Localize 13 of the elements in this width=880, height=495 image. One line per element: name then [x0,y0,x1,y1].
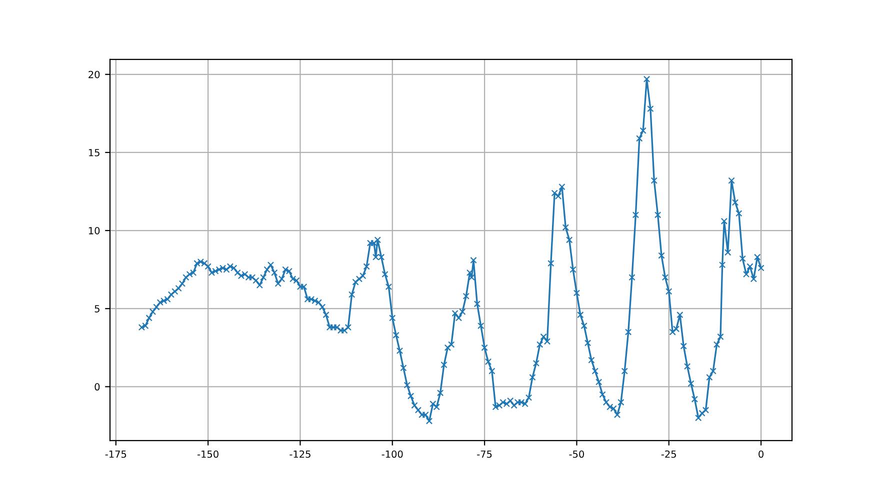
x-tick-label: 0 [758,450,764,458]
x-tick-label: -175 [105,450,126,458]
x-tick-label: -150 [198,450,218,458]
x-tick-label: -25 [661,450,676,458]
x-tick-label: -125 [290,450,310,458]
x-tick-label: -100 [382,450,403,458]
y-tick-label: 15 [88,149,100,156]
y-tick-label: 20 [88,70,100,78]
x-tick-label: -50 [569,450,584,458]
y-tick-label: 5 [94,305,100,312]
x-tick-label: -75 [477,450,492,458]
y-tick-label: 10 [88,227,100,234]
y-tick-label: 0 [94,383,100,391]
